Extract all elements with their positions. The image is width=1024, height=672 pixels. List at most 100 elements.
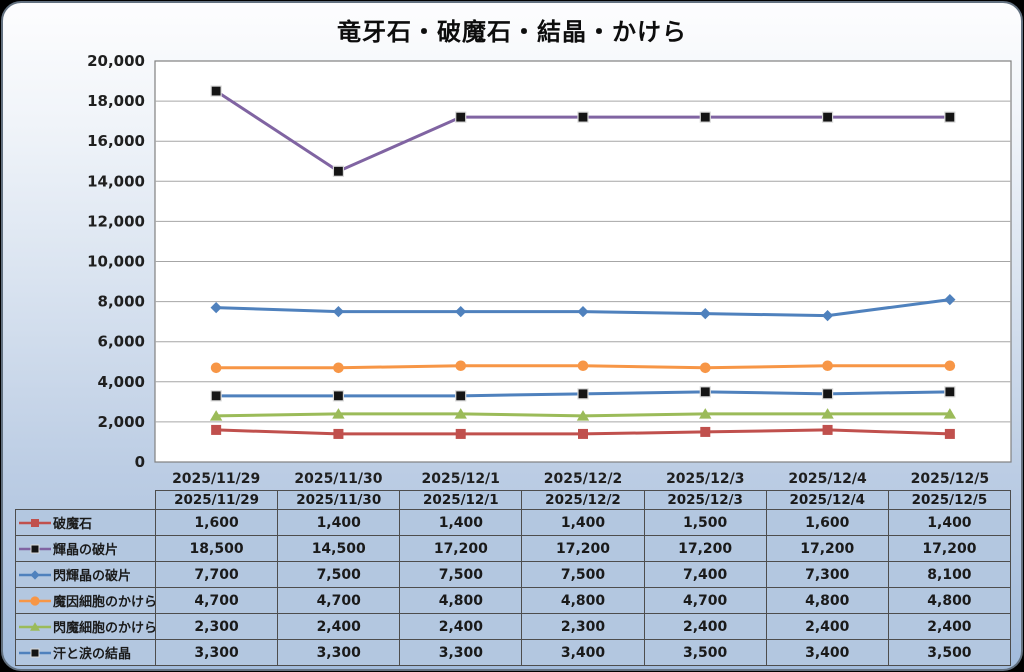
legend-cell: 汗と涙の結晶: [15, 639, 156, 666]
value-cell: 7,500: [521, 561, 645, 588]
table-date-header-cell: 2025/11/29: [154, 490, 279, 510]
data-point-marker: [332, 165, 345, 177]
data-point-marker: [821, 408, 834, 419]
y-axis-tick-label: 20,000: [87, 52, 145, 70]
legend-marker-icon: [19, 595, 51, 606]
legend-marker: [30, 621, 40, 631]
data-point-marker: [332, 306, 345, 318]
legend-marker: [31, 518, 39, 527]
value-cell: 3,300: [154, 639, 279, 666]
table-date-header-cell: 2025/11/30: [277, 490, 401, 510]
data-point-marker: [455, 390, 467, 402]
data-point-marker: [577, 360, 589, 372]
value-cell: 14,500: [277, 535, 401, 562]
data-point-marker: [699, 362, 711, 374]
value-cell: 3,500: [643, 639, 767, 666]
value-cell: 17,200: [521, 535, 645, 562]
data-point-marker: [699, 408, 712, 419]
x-axis-label: 2025/11/29: [172, 471, 260, 487]
value-cell: 4,700: [277, 587, 401, 614]
value-cell: 18,500: [154, 535, 279, 562]
value-cell: 1,500: [643, 509, 767, 536]
data-point-marker: [943, 408, 957, 419]
table-date-header-cell: 2025/12/4: [765, 490, 889, 510]
value-cell: 4,700: [154, 587, 279, 614]
table-row: 閃魔細胞のかけら 2,300 2,400 2,400 2,300 2,400 2,400 2,…: [15, 613, 1012, 640]
y-axis-tick-label: 4,000: [98, 373, 145, 391]
data-point-marker: [211, 424, 222, 435]
legend-marker: [30, 595, 40, 606]
data-point-marker: [455, 111, 467, 123]
value-cell: 3,300: [399, 639, 523, 666]
series-name-label: 閃魔細胞のかけら: [53, 621, 156, 636]
legend-marker: [30, 569, 40, 580]
data-point-marker: [454, 408, 467, 419]
legend-cell: 魔因細胞のかけら: [15, 587, 156, 614]
value-cell: 4,800: [521, 587, 645, 614]
table-row: 魔因細胞のかけら 4,700 4,700 4,800 4,800 4,700 4,800 4,…: [15, 587, 1012, 614]
value-cell: 4,800: [887, 587, 1012, 614]
y-axis-tick-label: 16,000: [87, 132, 145, 150]
legend-cell: 輝晶の破片: [15, 535, 156, 562]
value-cell: 2,300: [154, 613, 279, 640]
data-point-marker: [699, 386, 711, 398]
value-cell: 3,400: [521, 639, 645, 666]
value-cell: 3,400: [765, 639, 889, 666]
table-date-header-cell: 2025/12/5: [887, 490, 1012, 510]
value-cell: 2,300: [521, 613, 645, 640]
data-point-marker: [822, 360, 833, 372]
data-point-marker: [944, 111, 956, 123]
data-point-marker: [209, 410, 223, 421]
y-axis-tick-label: 14,000: [87, 172, 145, 190]
data-point-marker: [576, 410, 590, 421]
value-cell: 1,400: [521, 509, 645, 536]
series-name-label: 輝晶の破片: [53, 543, 119, 558]
series-name-label: 破魔石: [53, 517, 93, 532]
legend-marker-icon: [19, 518, 51, 527]
data-point-marker: [700, 426, 711, 437]
table-row: 汗と涙の結晶 3,300 3,300 3,300 3,400 3,500 3,400 3,50…: [15, 639, 1012, 666]
data-point-marker: [210, 390, 222, 402]
data-point-marker: [577, 388, 589, 400]
chart-title: 竜牙石・破魔石・結晶・かけら: [337, 18, 687, 46]
data-point-marker: [210, 85, 222, 97]
data-point-marker: [577, 306, 589, 318]
value-cell: 3,500: [887, 639, 1012, 666]
data-point-marker: [210, 302, 222, 314]
data-point-marker: [944, 360, 956, 372]
data-point-marker: [578, 428, 588, 439]
legend-marker-icon: [19, 544, 51, 553]
value-cell: 7,500: [277, 561, 401, 588]
value-cell: 1,400: [887, 509, 1012, 536]
value-cell: 1,400: [277, 509, 401, 536]
data-point-marker: [455, 428, 466, 439]
value-cell: 2,400: [887, 613, 1012, 640]
data-point-marker: [822, 424, 833, 435]
y-axis-tick-label: 18,000: [87, 92, 145, 110]
data-point-marker: [210, 362, 222, 374]
value-cell: 1,600: [765, 509, 889, 536]
value-cell: 7,500: [399, 561, 523, 588]
table-date-header-cell: 2025/12/1: [399, 490, 523, 510]
legend-cell: 閃魔細胞のかけら: [15, 613, 156, 640]
legend-marker-icon: [19, 621, 51, 631]
data-point-marker: [333, 428, 344, 439]
legend-marker-icon: [19, 648, 51, 657]
value-cell: 1,600: [154, 509, 279, 536]
legend-marker-icon: [19, 569, 51, 580]
value-cell: 8,100: [887, 561, 1012, 588]
legend-marker: [30, 544, 40, 553]
value-cell: 17,200: [765, 535, 889, 562]
series-name-label: 魔因細胞のかけら: [53, 595, 156, 610]
table-corner-cell: [16, 491, 156, 510]
chart-data-table: 2025/11/29 2025/11/30 2025/12/1 2025/12/2 20…: [15, 490, 1012, 666]
data-point-marker: [455, 360, 467, 372]
value-cell: 2,400: [643, 613, 767, 640]
series-name-label: 閃輝晶の破片: [53, 569, 132, 584]
x-axis-label: 2025/12/2: [544, 471, 622, 487]
table-header-row: 2025/11/29 2025/11/30 2025/12/1 2025/12/2 20…: [16, 490, 1012, 510]
data-point-marker: [821, 310, 834, 322]
value-cell: 4,800: [399, 587, 523, 614]
data-point-marker: [699, 308, 711, 320]
